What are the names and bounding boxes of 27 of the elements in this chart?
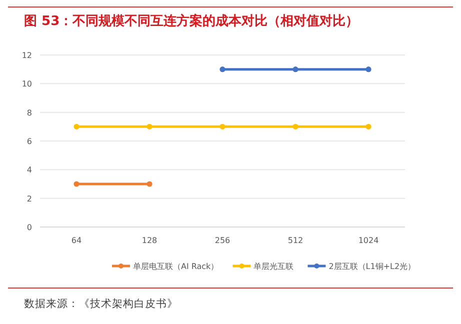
y-tick-label: 12 [22,51,32,60]
legend-label: 2层互联（L1铜+L2光） [328,262,416,271]
x-tick-label: 1024 [358,236,379,245]
point [292,66,298,72]
point [74,124,80,130]
point [366,124,372,130]
x-tick-label: 256 [214,236,230,245]
y-tick-label: 8 [26,108,32,118]
chart-title: 图 53：不同规模不同互连方案的成本对比（相对值对比） [24,13,359,29]
point [146,181,152,187]
point [292,124,298,130]
legend-label: 单层电互联（AI Rack） [133,262,219,271]
y-tick-label: 10 [22,80,32,89]
y-tick-label: 2 [26,194,32,204]
point [74,181,80,187]
y-tick-label: 6 [26,137,32,146]
x-tick-label: 128 [142,236,158,245]
x-tick-label: 64 [71,236,82,245]
point [220,124,226,130]
point [366,66,372,72]
point [220,66,226,72]
y-tick-label: 0 [26,223,32,232]
source-note: 数据来源：《技术架构白皮书》 [24,297,178,310]
x-tick-label: 512 [288,236,304,245]
legend-label: 单层光互联 [254,262,294,271]
point [146,124,152,130]
y-tick-label: 4 [26,166,32,175]
